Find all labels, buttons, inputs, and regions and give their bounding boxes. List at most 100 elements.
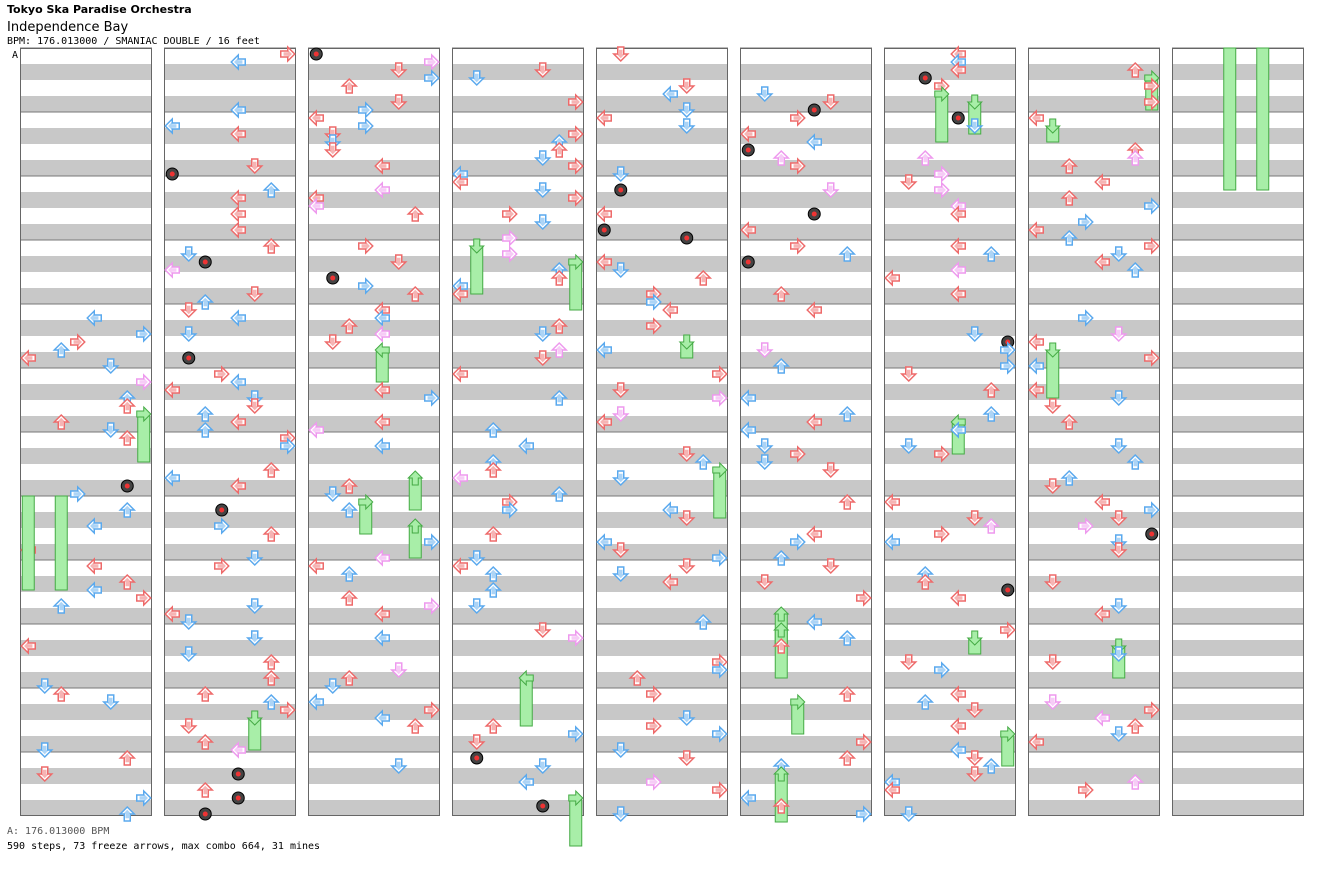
beat-stripe [740,448,872,464]
beat-stripe [884,192,1016,208]
step-arrow-fill [1098,609,1107,619]
step-arrow-fill [555,393,564,403]
freeze-arrow [21,495,35,591]
beat-stripe [164,672,296,688]
step-arrow-fill [954,241,963,251]
step-arrow-fill [1032,225,1041,235]
beat-stripe [1172,320,1304,336]
step-arrow-fill [987,521,996,531]
step-arrow-fill [616,473,625,483]
beat-stripe [164,640,296,656]
beat-stripe [596,320,728,336]
beat-stripe [20,128,152,144]
step-arrow-fill [378,713,387,723]
step-arrow-fill [744,425,753,435]
step-arrow-fill [699,457,708,467]
beat-stripe [884,224,1016,240]
mine-core [186,355,192,361]
beat-stripe [740,256,872,272]
step-arrow-fill [760,577,769,587]
step-arrow-fill [489,569,498,579]
step-arrow-fill [649,689,658,699]
step-arrow-fill [715,553,724,563]
step-arrow-fill [24,641,33,651]
step-arrow-fill [1098,497,1107,507]
freeze-head-arrow [773,766,790,782]
step-arrow-fill [793,241,802,251]
beat-stripe [596,448,728,464]
step-arrow-fill [394,65,403,75]
step-arrow-fill [538,185,547,195]
step-arrow-fill [57,689,66,699]
step-arrow-fill [666,577,675,587]
step-arrow-fill [184,329,193,339]
beat-stripe [164,320,296,336]
step-arrow-fill [682,713,691,723]
step-arrow-fill [715,369,724,379]
step-arrow-fill [184,249,193,259]
step-arrow-fill [250,401,259,411]
beat-stripe [740,608,872,624]
step-arrow-fill [937,529,946,539]
beat-stripe [740,512,872,528]
step-arrow-fill [123,809,132,819]
beat-stripe [884,96,1016,112]
column-border [164,48,296,816]
step-arrow-fill [250,393,259,403]
step-arrow-fill [1003,625,1012,635]
step-arrow-fill [904,657,913,667]
step-arrow-fill [472,601,481,611]
step-arrow-fill [571,97,580,107]
beat-stripe [740,128,872,144]
step-arrow-fill [472,737,481,747]
step-arrow-fill [57,601,66,611]
step-arrow-fill [267,657,276,667]
beat-stripe [884,672,1016,688]
beat-stripe [596,480,728,496]
beat-stripe [308,480,440,496]
step-arrow-fill [600,537,609,547]
beat-stripe [740,768,872,784]
step-arrow-fill [267,185,276,195]
beat-stripe [164,384,296,400]
step-arrow-fill [777,641,786,651]
beat-stripe [1028,512,1160,528]
beat-stripe [1172,160,1304,176]
step-arrow-fill [250,601,259,611]
step-arrow-fill [522,777,531,787]
step-arrow-fill [666,305,675,315]
freeze-head-arrow [407,470,424,486]
beat-stripe [596,512,728,528]
step-arrow-fill [888,497,897,507]
step-arrow-fill [810,305,819,315]
step-arrow-fill [1048,401,1057,411]
beat-stripe [1172,544,1304,560]
step-arrow-fill [888,785,897,795]
beat-stripe [308,704,440,720]
beat-stripe [308,512,440,528]
step-arrow-fill [538,353,547,363]
beat-stripe [1172,288,1304,304]
step-arrow-fill [810,137,819,147]
step-arrow-fill [682,449,691,459]
step-arrow-fill [345,481,354,491]
step-arrow-fill [489,585,498,595]
step-arrow-fill [1065,417,1074,427]
step-arrow-fill [456,561,465,571]
step-arrow-fill [1131,777,1140,787]
beat-stripe [308,608,440,624]
beat-stripe [20,512,152,528]
beat-stripe [164,448,296,464]
step-arrow-fill [826,185,835,195]
step-arrow-fill [826,465,835,475]
beat-stripe [884,64,1016,80]
beat-stripe [308,160,440,176]
step-arrow-fill [201,785,210,795]
beat-stripe [164,64,296,80]
freeze-head-arrow [1044,342,1061,358]
step-arrow-fill [250,289,259,299]
step-arrow-fill [1048,657,1057,667]
step-arrow-fill [793,449,802,459]
beat-stripe [1028,672,1160,688]
beat-stripe [884,640,1016,656]
